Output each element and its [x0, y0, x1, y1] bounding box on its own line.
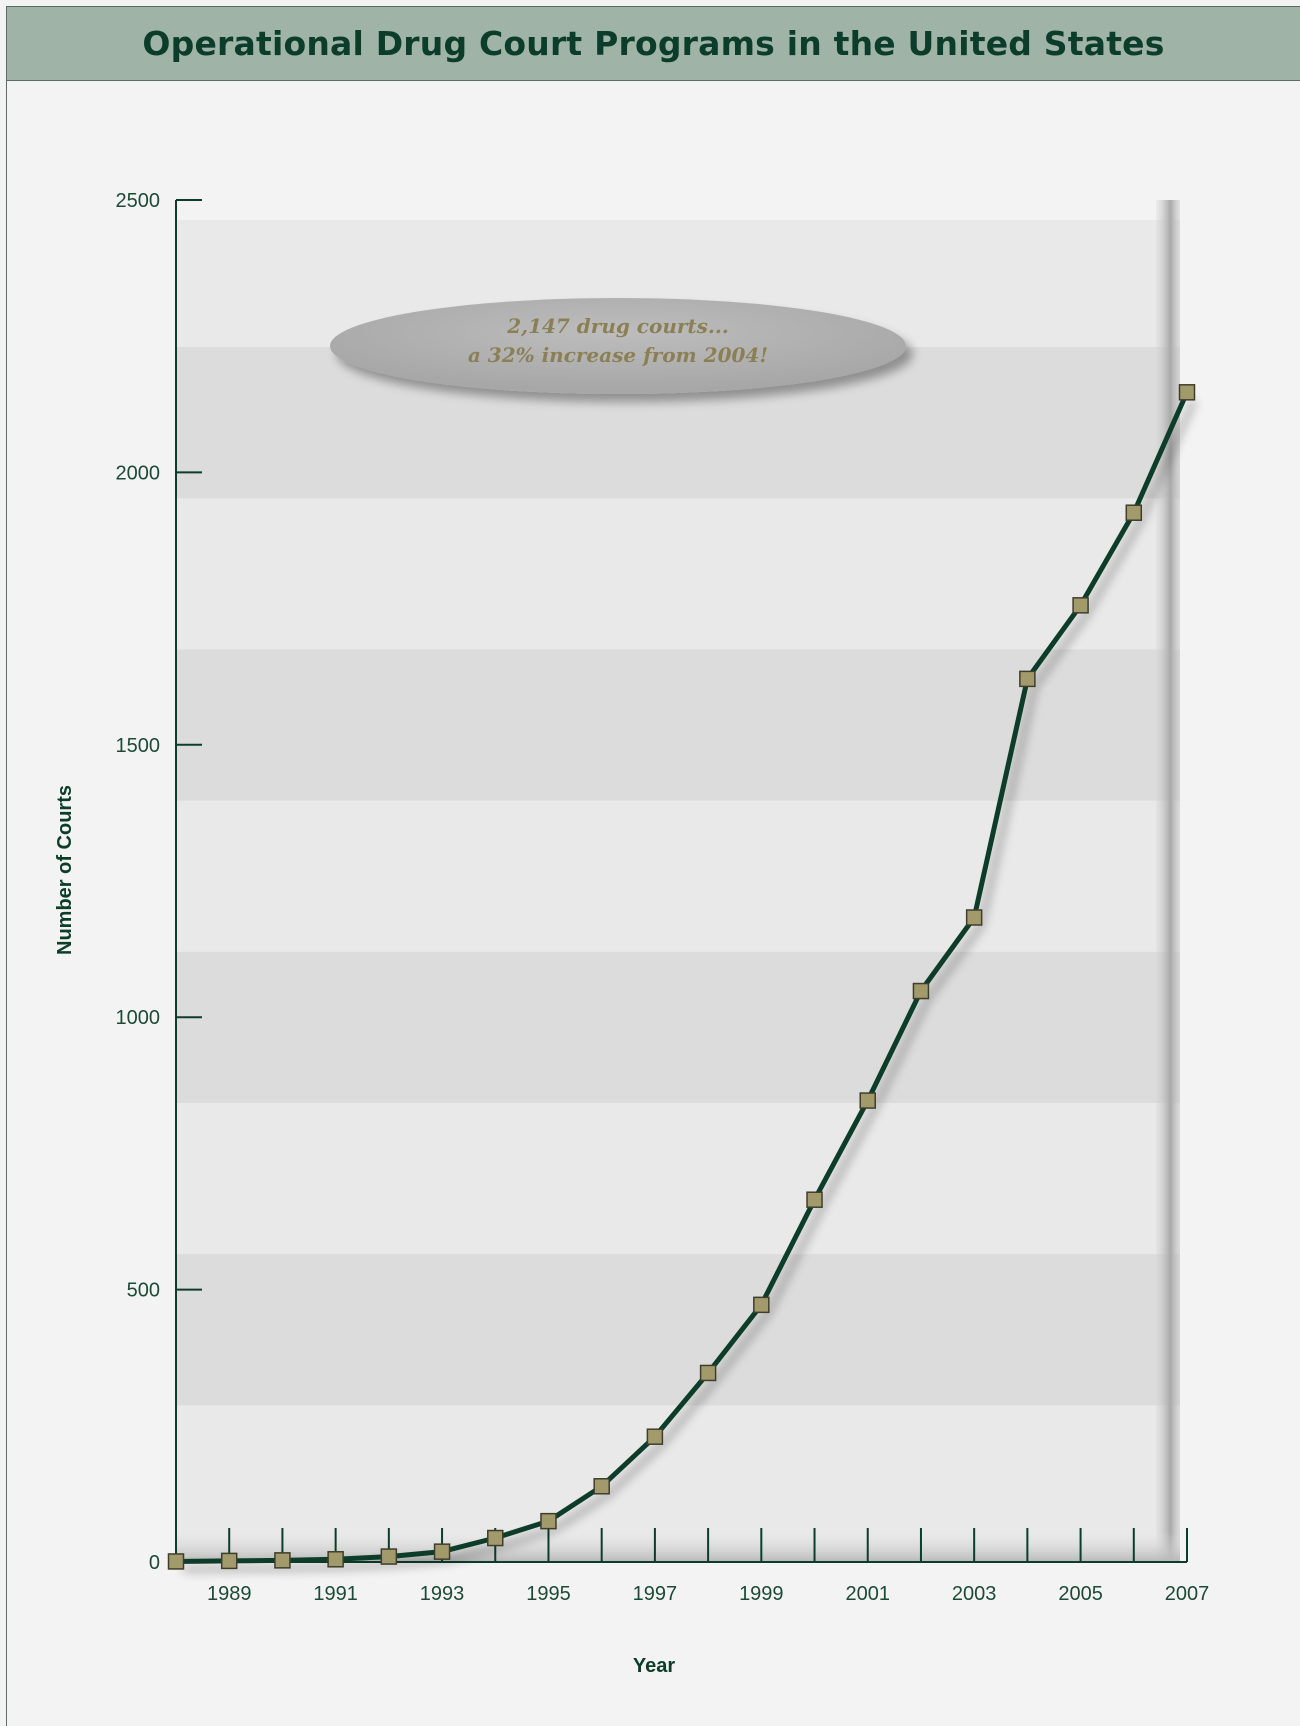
y-tick-label: 1500: [116, 735, 161, 757]
x-tick-label: 1991: [313, 1583, 358, 1605]
axes: [175, 200, 1187, 1563]
data-point: [912, 982, 930, 1000]
data-point: [1125, 504, 1143, 521]
data-point: [806, 1191, 823, 1208]
data-point: [859, 1092, 876, 1109]
data-point: [1178, 384, 1196, 401]
plot-background-bands: [176, 220, 1180, 1562]
x-tick-label: 1993: [420, 1583, 465, 1605]
y-axis-ticks: 0 500 1000 1500 2000 2500: [116, 190, 202, 1574]
data-point: [646, 1428, 664, 1445]
y-tick-label: 2000: [116, 462, 161, 484]
x-tick-label: 1999: [739, 1583, 784, 1605]
data-point: [1072, 597, 1089, 614]
plot-band: [176, 649, 1180, 801]
title-bar: Operational Drug Court Programs in the U…: [6, 6, 1300, 81]
plot-right-wall: [1156, 200, 1180, 1562]
data-point: [1019, 670, 1036, 688]
annotation-line-1: 2,147 drug courts...: [506, 314, 729, 338]
x-tick-label: 1989: [207, 1583, 252, 1605]
x-tick-label: 1995: [526, 1583, 571, 1605]
data-point: [699, 1364, 717, 1382]
x-tick-label: 1997: [633, 1583, 678, 1605]
plot-band: [176, 951, 1180, 1104]
data-point: [753, 1296, 770, 1314]
data-point: [380, 1548, 398, 1565]
data-point: [220, 1552, 238, 1570]
y-tick-label: 0: [149, 1552, 160, 1574]
data-point: [965, 909, 983, 926]
y-tick-label: 2500: [116, 190, 161, 212]
data-point: [433, 1543, 451, 1560]
series-line: [175, 391, 1190, 1564]
annotation-ellipse: [330, 298, 906, 394]
data-point: [593, 1478, 610, 1495]
annotation-callout: 2,147 drug courts... a 32% increase from…: [330, 298, 906, 394]
x-axis-title: Year: [633, 1655, 675, 1677]
chart-title: Operational Drug Court Programs in the U…: [142, 24, 1165, 63]
annotation-line-2: a 32% increase from 2004!: [468, 343, 768, 367]
plot-band: [176, 1254, 1180, 1406]
y-tick-label: 1000: [116, 1007, 161, 1029]
data-point: [540, 1512, 557, 1530]
data-point: [274, 1552, 291, 1569]
x-tick-label: 2003: [952, 1583, 997, 1605]
data-point: [327, 1551, 344, 1568]
data-point: [167, 1553, 185, 1570]
x-axis-ticks: 1989 1991 1993 1995 1997 1999 2001 2003 2005 2007: [175, 1528, 1210, 1605]
y-tick-label: 500: [127, 1280, 160, 1302]
data-point: [487, 1529, 504, 1547]
x-tick-label: 2005: [1058, 1583, 1103, 1605]
x-tick-label: 2001: [845, 1583, 890, 1605]
x-tick-label: 2007: [1165, 1583, 1210, 1605]
series-group: [167, 384, 1196, 1570]
y-axis-title: Number of Courts: [54, 785, 76, 955]
